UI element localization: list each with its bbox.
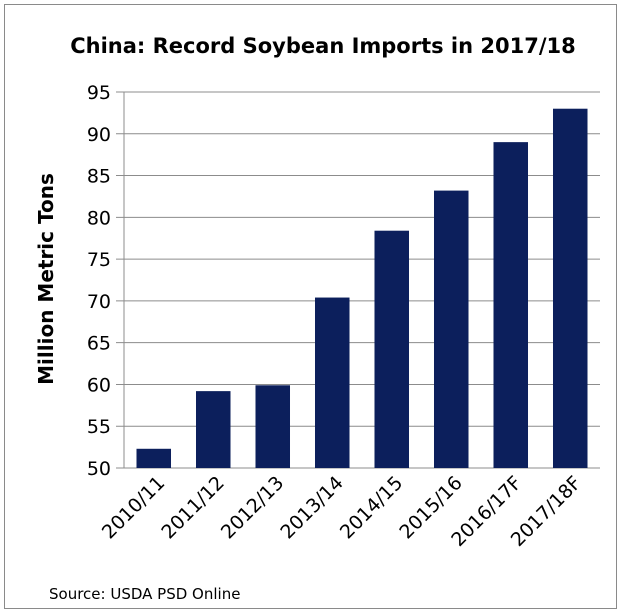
y-tick-label: 60 [87,374,111,396]
x-tick-label: 2013/14 [276,472,347,543]
x-tick-label: 2012/13 [217,472,288,543]
x-tick-label: 2010/11 [98,472,169,543]
bar-2017-18F [552,108,588,468]
chart-title: China: Record Soybean Imports in 2017/18 [70,34,576,58]
y-tick-label: 50 [87,458,111,480]
y-tick-label: 95 [87,82,111,104]
bars [136,108,588,468]
bar-2012-13 [255,385,291,468]
y-axis-ticks: 50 55 60 65 70 75 80 85 90 95 [87,82,111,480]
y-tick-label: 70 [87,291,111,313]
y-tick-label: 90 [87,124,111,146]
bar-2011-12 [195,391,231,468]
y-axis-label: Million Metric Tons [34,173,58,385]
y-tick-label: 80 [87,207,111,229]
x-tick-label: 2014/15 [336,472,407,543]
bar-2010-11 [136,448,172,468]
bar-2014-15 [374,230,410,468]
source-note: Source: USDA PSD Online [49,585,240,603]
x-tick-label: 2011/12 [157,472,228,543]
y-tick-label: 55 [87,416,111,438]
y-tick-label: 85 [87,166,111,188]
bar-2016-17F [493,142,529,468]
x-axis-ticks: 2010/112011/122012/132013/142014/152015/… [98,472,586,551]
y-tick-label: 75 [87,249,111,271]
bar-2015-16 [433,190,469,468]
bar-2013-14 [314,297,350,468]
y-tick-label: 65 [87,333,111,355]
